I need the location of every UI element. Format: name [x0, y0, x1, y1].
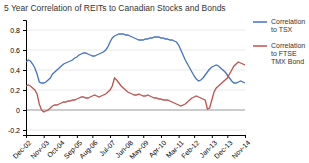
- y-tick-mark: [23, 90, 26, 91]
- y-tick: 0.2: [10, 87, 26, 94]
- x-tick: Aug-06: [78, 135, 100, 161]
- x-axis-line: [27, 136, 246, 139]
- x-tick-mark: [227, 135, 228, 138]
- x-tick-mark: [245, 135, 246, 138]
- x-tick-mark: [110, 135, 111, 138]
- legend-label-line: Correlation: [271, 18, 305, 25]
- grid-line: [26, 90, 245, 91]
- x-tick-mark: [161, 135, 162, 138]
- grid-line: [26, 70, 245, 71]
- y-tick: 0.6: [10, 47, 26, 54]
- legend-label-line: Correlation: [271, 42, 305, 49]
- plot: -0.2 0 0.2 0.4 0.6 0.8 Dec-02Nov-03Oct-04Sep-0…: [8, 21, 252, 162]
- line: [26, 62, 245, 112]
- y-axis: -0.2 0 0.2 0.4 0.6 0.8: [8, 21, 27, 136]
- x-tick-mark: [179, 135, 180, 138]
- y-tick-mark: [23, 70, 26, 71]
- grid-line: [26, 110, 245, 111]
- legend-label-line: to TSX: [271, 26, 293, 33]
- y-tick-label: 0.2: [10, 87, 20, 94]
- y-tick: -0.2: [8, 127, 26, 134]
- grid-line: [26, 130, 245, 131]
- grid-line: [26, 50, 245, 51]
- x-tick-label: Nov-14: [231, 139, 252, 160]
- x-tick-mark: [59, 135, 60, 138]
- chart: 5 Year Correlation of REITs to Canadian …: [0, 0, 309, 163]
- x-tick-mark: [26, 135, 27, 138]
- legend-swatch: [253, 45, 267, 47]
- x-tick-mark: [77, 135, 78, 138]
- y-tick-label: 0: [16, 107, 20, 114]
- y-tick-label: 0.4: [10, 67, 20, 74]
- x-tick-label: Feb-12: [180, 139, 201, 160]
- y-tick-mark: [23, 30, 26, 31]
- legend-label: Correlationto FTSETMX Bond: [271, 42, 305, 65]
- line: [26, 34, 245, 83]
- x-tick-mark: [212, 135, 213, 138]
- legend-item: Correlationto FTSETMX Bond: [253, 42, 305, 65]
- x-axis: Dec-02Nov-03Oct-04Sep-05Aug-06Jul-07Jun-…: [12, 135, 252, 161]
- legend-label-line: to FTSE: [271, 50, 297, 57]
- x-tick-label: May-09: [128, 139, 150, 161]
- legend-swatch: [253, 21, 267, 23]
- x-tick-mark: [128, 135, 129, 138]
- x-tick-mark: [143, 135, 144, 138]
- y-tick-mark: [23, 50, 26, 51]
- legend-label: Correlationto TSX: [271, 18, 305, 33]
- title: 5 Year Correlation of REITs to Canadian …: [4, 3, 226, 13]
- legend-item: Correlationto TSX: [253, 18, 305, 33]
- y-tick-label: -0.2: [8, 127, 20, 134]
- x-tick: Feb-12: [180, 135, 201, 160]
- grid: [26, 30, 245, 130]
- x-tick-label: Dec-02: [12, 139, 33, 160]
- y-tick-label: 0.8: [10, 27, 20, 34]
- x-tick-label: Nov-03: [29, 139, 50, 160]
- x-tick-label: Dec-13: [213, 139, 234, 160]
- y-axis-line: [23, 21, 27, 136]
- x-tick-label: Aug-06: [78, 139, 100, 161]
- y-tick-mark: [23, 110, 26, 111]
- y-tick: 0.4: [10, 67, 26, 74]
- y-tick-mark: [23, 130, 26, 131]
- x-tick-mark: [44, 135, 45, 138]
- y-tick-label: 0.6: [10, 47, 20, 54]
- y-tick: 0.8: [10, 27, 26, 34]
- y-tick: 0: [16, 107, 26, 114]
- x-tick: May-09: [128, 135, 150, 161]
- legend-label-line: TMX Bond: [271, 58, 304, 65]
- x-tick: Nov-14: [231, 135, 252, 160]
- series-group: [26, 34, 245, 112]
- x-tick-mark: [92, 135, 93, 138]
- x-tick-mark: [194, 135, 195, 138]
- grid-line: [26, 30, 245, 31]
- legend: Correlationto TSXCorrelationto FTSETMX B…: [253, 18, 305, 65]
- x-tick-label: Apr-10: [148, 139, 169, 160]
